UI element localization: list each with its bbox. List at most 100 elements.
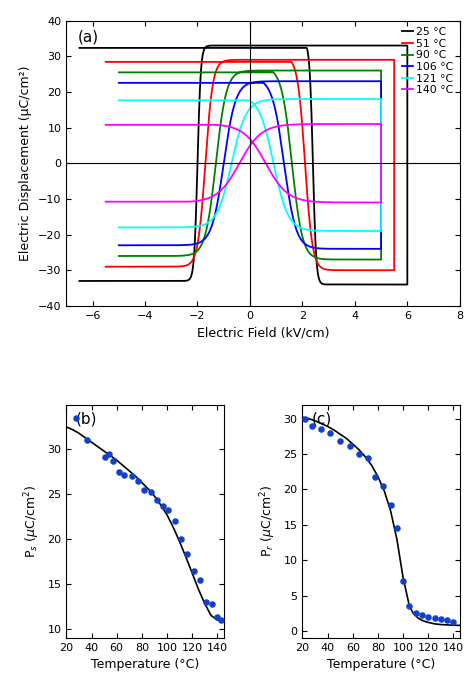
Point	[364, 452, 372, 463]
Point	[309, 421, 316, 431]
Y-axis label: P$_r$ ($\mu$C/cm$^2$): P$_r$ ($\mu$C/cm$^2$)	[258, 485, 278, 557]
Point	[116, 466, 123, 477]
Line: 121 °C: 121 °C	[119, 99, 381, 231]
51 °C	[180, 262, 185, 270]
Point	[412, 608, 419, 619]
121 °C	[116, 96, 122, 104]
Line: 25 °C: 25 °C	[80, 45, 407, 285]
90 °C	[378, 67, 384, 75]
106 °C	[116, 241, 122, 250]
140 °C	[103, 198, 109, 206]
140 °C	[176, 198, 182, 206]
Point	[356, 449, 363, 460]
Line: 51 °C: 51 °C	[106, 60, 394, 270]
Point	[346, 440, 354, 451]
106 °C	[116, 79, 122, 87]
121 °C	[378, 227, 384, 235]
25 °C	[362, 41, 367, 49]
Point	[337, 436, 344, 447]
106 °C	[353, 245, 359, 253]
Point	[128, 471, 136, 482]
Point	[101, 451, 109, 462]
25 °C	[77, 44, 82, 52]
Point	[326, 427, 334, 438]
90 °C	[116, 252, 122, 260]
25 °C	[298, 41, 304, 49]
90 °C	[204, 222, 210, 230]
51 °C	[345, 56, 351, 64]
Point	[399, 576, 407, 587]
90 °C	[378, 255, 384, 263]
Point	[183, 548, 191, 559]
Line: 106 °C: 106 °C	[119, 81, 381, 249]
Point	[153, 494, 161, 505]
90 °C	[353, 255, 359, 263]
106 °C	[378, 245, 384, 253]
Point	[393, 523, 401, 534]
51 °C	[200, 191, 206, 199]
Text: (b): (b)	[76, 412, 97, 427]
Point	[160, 501, 167, 512]
121 °C	[116, 224, 122, 232]
X-axis label: Temperature (°C): Temperature (°C)	[91, 659, 199, 672]
Point	[425, 611, 432, 622]
X-axis label: Electric Field (kV/cm): Electric Field (kV/cm)	[197, 327, 329, 340]
51 °C	[354, 56, 359, 64]
Legend: 25 °C, 51 °C, 90 °C, 106 °C, 121 °C, 140 °C: 25 °C, 51 °C, 90 °C, 106 °C, 121 °C, 140…	[401, 26, 455, 96]
25 °C	[387, 281, 392, 289]
90 °C	[116, 68, 122, 76]
Point	[147, 486, 155, 497]
140 °C	[378, 120, 384, 128]
51 °C	[298, 56, 303, 64]
106 °C	[186, 241, 191, 249]
Point	[437, 613, 445, 624]
121 °C	[378, 95, 384, 103]
106 °C	[204, 231, 210, 239]
Point	[190, 565, 197, 576]
Point	[105, 449, 113, 460]
Point	[443, 615, 451, 626]
25 °C	[374, 281, 379, 289]
Text: (a): (a)	[78, 29, 99, 44]
Point	[141, 484, 148, 495]
Point	[134, 475, 142, 486]
Point	[196, 574, 204, 585]
121 °C	[364, 227, 370, 235]
Point	[214, 612, 221, 623]
51 °C	[392, 266, 397, 274]
Line: 140 °C: 140 °C	[106, 124, 381, 202]
90 °C	[293, 67, 299, 75]
140 °C	[342, 120, 347, 128]
Point	[171, 516, 178, 527]
Point	[372, 471, 379, 482]
Point	[301, 413, 309, 424]
90 °C	[344, 67, 349, 75]
140 °C	[364, 198, 369, 206]
Point	[406, 601, 413, 612]
121 °C	[353, 227, 359, 235]
140 °C	[196, 197, 201, 205]
51 °C	[103, 263, 109, 271]
51 °C	[364, 266, 370, 274]
25 °C	[257, 41, 263, 49]
Line: 90 °C: 90 °C	[119, 71, 381, 259]
140 °C	[289, 121, 294, 129]
121 °C	[344, 95, 349, 103]
51 °C	[103, 58, 109, 66]
25 °C	[187, 274, 193, 283]
90 °C	[364, 255, 370, 263]
Y-axis label: Electric Displacement (μC/cm²): Electric Displacement (μC/cm²)	[19, 65, 32, 261]
Point	[82, 435, 90, 446]
Point	[218, 615, 225, 626]
106 °C	[378, 77, 384, 85]
25 °C	[77, 277, 82, 285]
Y-axis label: P$_s$ ($\mu$C/cm$^2$): P$_s$ ($\mu$C/cm$^2$)	[22, 484, 42, 558]
Point	[164, 505, 172, 516]
Point	[450, 616, 457, 627]
121 °C	[293, 95, 299, 103]
Point	[379, 480, 387, 491]
Point	[418, 609, 426, 620]
25 °C	[164, 277, 169, 285]
140 °C	[378, 198, 384, 206]
Point	[109, 456, 117, 466]
